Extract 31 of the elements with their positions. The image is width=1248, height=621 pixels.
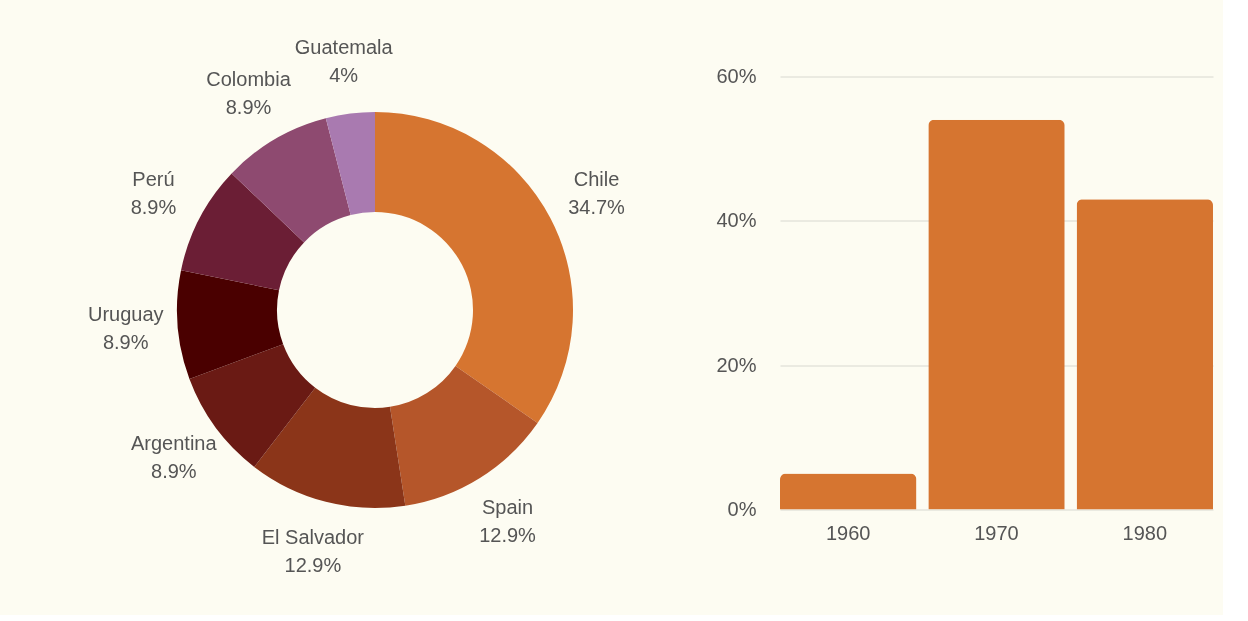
slice-label: Spain — [481, 495, 534, 518]
data-label: 12.9% — [479, 523, 537, 546]
bar — [1076, 199, 1213, 510]
x-tick-label: 1960 — [825, 522, 871, 544]
slice-label: Colombia — [206, 68, 292, 91]
bar — [780, 473, 917, 510]
slice-label: Argentina — [131, 432, 218, 455]
slice-label: Uruguay — [87, 303, 164, 326]
data-label: 8.9% — [151, 460, 197, 483]
x-tick-label: 1980 — [1122, 522, 1168, 544]
data-label: 34.7% — [568, 196, 626, 219]
donut-slice — [231, 118, 351, 243]
y-tick-label: 60% — [716, 65, 757, 87]
data-label: 8.9% — [130, 196, 177, 219]
donut-slice — [177, 270, 284, 380]
data-label: 12.9% — [284, 554, 342, 577]
donut-slice — [325, 112, 375, 216]
x-tick-label: 1970 — [974, 522, 1019, 544]
donut-slice — [181, 173, 305, 291]
data-label: 4% — [329, 63, 359, 86]
data-label: 8.9% — [225, 96, 272, 119]
slice-label: Chile — [573, 168, 620, 191]
slice-label: Perú — [132, 168, 175, 191]
donut-slice — [254, 387, 406, 508]
y-tick-label: 40% — [716, 209, 757, 232]
slice-label: Guatemala — [294, 35, 394, 58]
y-tick-label: 0% — [727, 498, 757, 520]
data-label: 8.9% — [102, 331, 149, 354]
bar — [928, 119, 1065, 510]
y-tick-label: 20% — [716, 353, 757, 376]
slice-label: El Salvador — [261, 526, 365, 549]
